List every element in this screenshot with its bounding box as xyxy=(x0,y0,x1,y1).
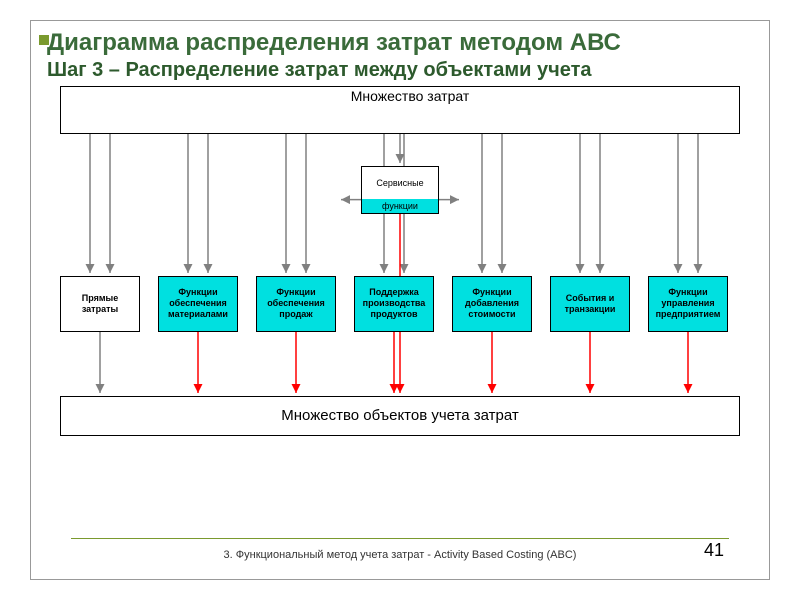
service-box-bottom-label: функции xyxy=(362,199,438,213)
diagram-area: Множество затрат Сервисныефункции Прямые з… xyxy=(50,86,750,486)
function-box-4: Функции добавления стоимости xyxy=(452,276,532,332)
accent-square xyxy=(39,35,49,45)
function-box-3: Поддержка производства продуктов xyxy=(354,276,434,332)
slide-title: Диаграмма распределения затрат методом А… xyxy=(31,21,769,59)
slide-frame: Диаграмма распределения затрат методом А… xyxy=(30,20,770,580)
footer-text: 3. Функциональный метод учета затрат - A… xyxy=(31,549,769,561)
function-box-1: Функции обеспечения материалами xyxy=(158,276,238,332)
function-box-0: Прямые затраты xyxy=(60,276,140,332)
function-box-6: Функции управления предприятием xyxy=(648,276,728,332)
service-functions-box: Сервисныефункции xyxy=(361,166,439,214)
top-box-label: Множество затрат xyxy=(330,88,490,104)
slide-subtitle: Шаг 3 – Распределение затрат между объек… xyxy=(31,59,769,86)
footer-divider xyxy=(71,538,729,539)
function-box-5: События и транзакции xyxy=(550,276,630,332)
bottom-objects-box: Множество объектов учета затрат xyxy=(60,396,740,436)
function-box-2: Функции обеспечения продаж xyxy=(256,276,336,332)
service-box-top-label: Сервисные xyxy=(362,167,438,199)
page-number: 41 xyxy=(704,540,724,561)
